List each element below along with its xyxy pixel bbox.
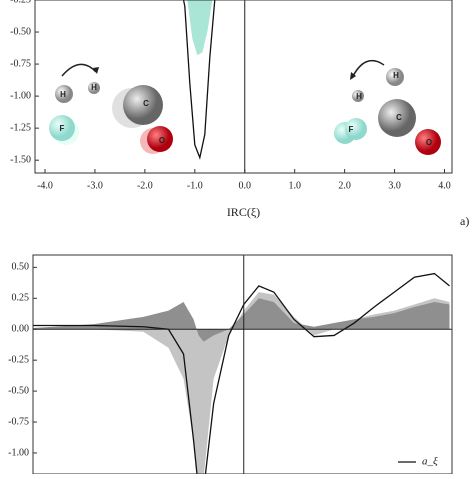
y-tick-label: 0.50: [12, 262, 30, 273]
line: [182, 0, 216, 160]
x-tick-label: -4.0: [37, 180, 53, 191]
atom-label: H: [91, 83, 97, 92]
atom-label: F: [349, 125, 354, 134]
plot-frame: [34, 0, 453, 174]
legend-label: a_ξ: [422, 456, 438, 468]
y-tick-label: -0.50: [8, 385, 29, 396]
y-tick-label: -1.50: [10, 154, 31, 165]
y-tick-label: 0.25: [12, 293, 30, 304]
y-tick-label: 0.00: [12, 324, 30, 335]
plot-frame: [32, 254, 453, 475]
area: [33, 298, 450, 342]
atom-label: C: [143, 99, 149, 108]
atom-label: H: [60, 90, 66, 99]
x-tick-label: 3.0: [388, 180, 401, 191]
x-tick-label: -1.0: [187, 180, 203, 191]
atom-label: F: [60, 124, 65, 133]
x-tick-label: -2.0: [137, 180, 153, 191]
atom-label: C: [396, 113, 402, 122]
y-tick-label: -0.25: [8, 354, 29, 365]
x-tick-label: 2.0: [338, 180, 351, 191]
y-tick-label: -0.75: [10, 58, 31, 69]
plot-area: [33, 272, 450, 474]
y-tick-label: -0.50: [10, 26, 31, 37]
panel-label: a): [460, 214, 469, 228]
area: [187, 0, 213, 56]
atom-label: O: [426, 138, 432, 147]
line: [33, 272, 450, 474]
x-tick-label: -3.0: [87, 180, 103, 191]
x-tick-label: 1.0: [288, 180, 301, 191]
atom-label: H: [393, 71, 399, 80]
y-tick-label: -1.00: [10, 90, 31, 101]
y-tick-label: -0.25: [10, 0, 31, 5]
y-tick-label: -1.25: [10, 122, 31, 133]
molecule-illustrations: [49, 59, 441, 155]
plot-area: [182, 0, 216, 160]
y-tick-label: -1.00: [8, 447, 29, 458]
x-axis-label: IRC(ξ): [227, 205, 260, 219]
x-tick-label: 0.0: [238, 180, 251, 191]
atom-label: O: [159, 136, 165, 145]
atom-label: H: [356, 92, 362, 101]
x-tick-label: 4.0: [438, 180, 451, 191]
y-tick-label: -0.75: [8, 416, 29, 427]
